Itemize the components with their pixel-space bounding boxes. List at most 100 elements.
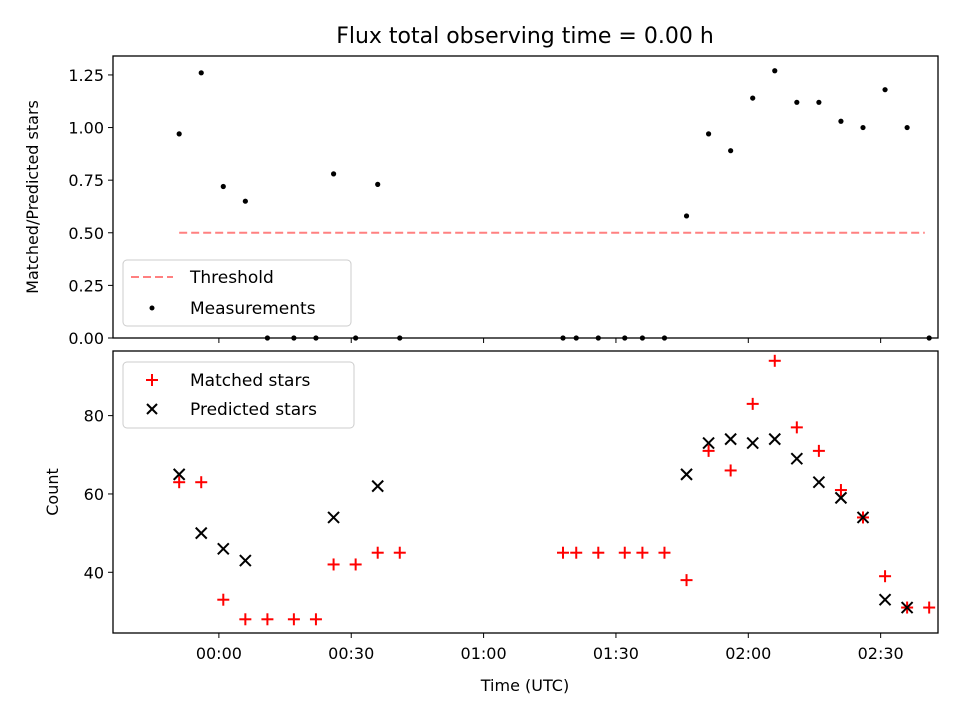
- legend-predicted-swatch: [146, 403, 158, 415]
- measurement-point: [198, 70, 204, 76]
- matched-stars-point: [327, 558, 340, 571]
- matched-stars-point: [636, 546, 649, 559]
- predicted-stars-point: [327, 511, 340, 524]
- ratio-y-axis-label: Matched/Predicted stars: [23, 100, 42, 294]
- count-y-axis-label: Count: [43, 468, 62, 516]
- ratio-y-tick-label: 0.75: [68, 171, 104, 190]
- matched-stars-point: [173, 476, 186, 489]
- predicted-stars-point: [702, 436, 715, 450]
- measurement-point: [750, 95, 756, 101]
- matched-stars-point: [812, 444, 825, 457]
- matched-stars-point: [592, 546, 605, 559]
- matched-stars-point: [261, 613, 274, 626]
- x-axis-label: Time (UTC): [480, 676, 569, 695]
- predicted-stars-point: [768, 432, 781, 446]
- measurement-point: [176, 131, 182, 137]
- predicted-stars-point: [217, 542, 230, 555]
- predicted-stars-point: [812, 476, 826, 489]
- legend-matched-swatch: [146, 374, 158, 386]
- matched-stars-point: [217, 593, 230, 606]
- predicted-stars-point: [746, 436, 759, 450]
- count-x-tick-label: 01:00: [461, 644, 507, 663]
- count-panel: 40 60 80 00:00 00:30 01:00 01:30 02:00 02:30 Cou…: [43, 350, 939, 695]
- ratio-y-tick-label: 1.25: [68, 66, 104, 85]
- predicted-stars-point: [195, 526, 208, 540]
- legend-measurements-swatch: [149, 305, 155, 311]
- measurement-point: [816, 99, 822, 105]
- measurement-point: [794, 99, 800, 105]
- ratio-y-tick-label: 0.00: [68, 329, 104, 348]
- measurement-point: [330, 171, 337, 177]
- measurement-point: [904, 124, 910, 131]
- predicted-stars-point: [790, 452, 804, 465]
- matched-stars-point: [557, 546, 569, 559]
- matched-stars-point: [658, 546, 671, 559]
- count-axis-ticks: 40 60 80 00:00 00:30 01:00 01:30 02:00 02:30: [84, 407, 904, 663]
- matched-stars-point: [618, 546, 631, 559]
- matched-stars-point: [746, 397, 759, 410]
- count-x-tick-label: 02:30: [858, 644, 904, 663]
- ratio-legend-box: [122, 259, 352, 327]
- chart-title: Flux total observing time = 0.00 h: [336, 24, 714, 49]
- measurement-point: [375, 181, 381, 187]
- measurement-point: [860, 124, 866, 131]
- matched-stars-point: [195, 476, 208, 489]
- predicted-stars-point: [239, 554, 252, 567]
- count-y-tick-label: 40: [84, 563, 104, 582]
- matched-stars-point: [834, 484, 847, 497]
- matched-stars-point: [570, 546, 583, 559]
- ratio-axis-ticks: 0.00 0.25 0.50 0.75 1.00 1.25: [68, 66, 882, 348]
- measurement-point: [772, 68, 778, 74]
- ratio-legend: Threshold Measurements: [122, 259, 352, 327]
- legend-matched-label: Matched stars: [190, 371, 310, 391]
- ratio-y-tick-label: 1.00: [68, 119, 104, 138]
- matched-stars-point: [790, 421, 803, 434]
- count-legend: Matched stars Predicted stars: [122, 361, 355, 429]
- measurement-point: [838, 118, 844, 124]
- matched-stars-point: [371, 546, 384, 559]
- count-x-tick-label: 02:00: [725, 644, 771, 663]
- matched-stars-point: [923, 601, 936, 614]
- ratio-y-tick-label: 0.25: [68, 276, 104, 295]
- measurement-point: [728, 148, 734, 154]
- matched-stars-point: [287, 613, 300, 626]
- matched-stars-point: [879, 570, 892, 583]
- legend-threshold-label: Threshold: [189, 268, 274, 288]
- predicted-stars-point: [680, 468, 693, 481]
- matched-stars-point: [309, 613, 322, 626]
- matched-stars-point: [768, 354, 781, 367]
- predicted-stars-point: [724, 432, 737, 446]
- ratio-y-tick-label: 0.50: [68, 224, 104, 243]
- legend-measurements-label: Measurements: [190, 299, 316, 319]
- matched-stars-point: [239, 613, 252, 626]
- matched-stars-point: [349, 558, 362, 571]
- predicted-stars-point: [856, 511, 870, 524]
- count-axes-frame: [112, 350, 939, 634]
- measurement-point: [683, 213, 690, 219]
- legend-predicted-label: Predicted stars: [190, 400, 317, 420]
- count-x-tick-label: 01:30: [593, 644, 639, 663]
- count-y-tick-label: 80: [84, 407, 104, 426]
- count-y-tick-label: 60: [84, 485, 104, 504]
- ratio-marks: [176, 68, 932, 341]
- matched-stars-point: [680, 574, 693, 587]
- measurement-point: [882, 87, 888, 93]
- predicted-stars-point: [900, 601, 914, 614]
- predicted-stars-point: [172, 468, 186, 481]
- matched-stars-point: [393, 546, 406, 559]
- measurement-point: [705, 131, 712, 137]
- ratio-axes-frame: [112, 55, 939, 339]
- measurement-point: [220, 183, 226, 190]
- predicted-stars-point: [878, 593, 892, 606]
- predicted-stars-point: [371, 479, 384, 493]
- count-x-tick-label: 00:00: [196, 644, 242, 663]
- measurement-point: [242, 198, 248, 204]
- count-legend-box: [122, 361, 355, 429]
- predicted-stars-point: [834, 491, 848, 505]
- count-x-tick-label: 00:30: [328, 644, 374, 663]
- ratio-panel: Flux total observing time = 0.00 h 0.000…: [23, 24, 939, 348]
- matched-stars-point: [724, 464, 737, 477]
- count-marks: [172, 354, 936, 626]
